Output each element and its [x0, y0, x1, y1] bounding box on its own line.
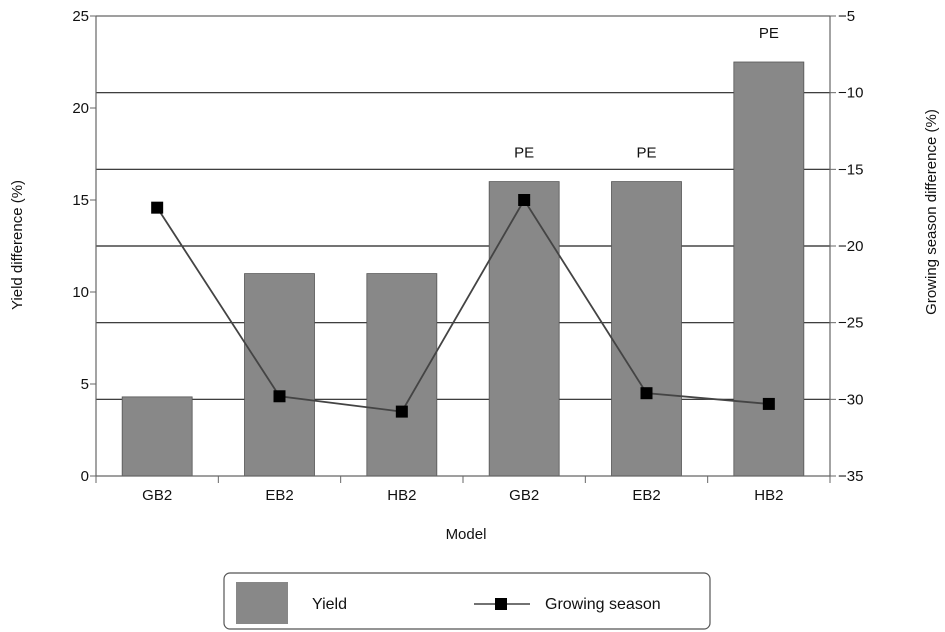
- x-tick-label: EB2: [632, 487, 660, 504]
- x-tick-label: HB2: [754, 487, 783, 504]
- yield-bar: [244, 273, 315, 477]
- bar-annotation: PE: [636, 145, 656, 162]
- y2-tick-label: −30: [838, 391, 863, 408]
- y2-axis-title: Growing season difference (%): [923, 109, 940, 315]
- yield-bar: [121, 396, 193, 477]
- y-tick-label: 20: [72, 100, 89, 117]
- legend-yield-swatch: [236, 582, 288, 624]
- y2-tick-label: −15: [838, 161, 863, 178]
- bars: [121, 61, 805, 477]
- legend-yield-label: Yield: [312, 596, 347, 613]
- y2-tick-label: −35: [838, 468, 863, 485]
- y2-tick-label: −10: [838, 85, 863, 102]
- yield-bar: [733, 61, 805, 477]
- y-tick-label: 25: [72, 8, 89, 25]
- growing-season-point: [273, 390, 286, 403]
- bar-annotation: PE: [759, 25, 779, 42]
- y2-tick-label: −20: [838, 238, 863, 255]
- growing-season-point: [762, 397, 775, 410]
- x-tick-label: EB2: [265, 487, 293, 504]
- y-tick-label: 0: [81, 468, 89, 485]
- bar-annotation: PE: [514, 145, 534, 162]
- growing-season-point: [640, 387, 653, 400]
- legend: Yield Growing season: [223, 572, 711, 630]
- legend-frame: [223, 572, 711, 630]
- growing-season-point: [518, 194, 531, 206]
- tick-labels: GB2 EB2 HB2 GB2 EB2 HB2 0 5 10 15 20 25 −35 −30 −25 −20…: [72, 8, 863, 504]
- y-tick-label: 10: [72, 284, 89, 301]
- tick-marks: [90, 15, 836, 483]
- growing-season-point: [395, 405, 408, 418]
- bar-annotations: PE PE PE: [514, 25, 779, 162]
- y2-tick-label: −5: [838, 8, 855, 25]
- y-axis-title: Yield difference (%): [9, 180, 26, 310]
- x-tick-label: GB2: [509, 487, 539, 504]
- y2-tick-label: −25: [838, 315, 863, 332]
- legend-growing-season-marker: [495, 598, 507, 610]
- x-tick-label: HB2: [387, 487, 416, 504]
- yield-bar: [488, 181, 560, 477]
- x-tick-label: GB2: [142, 487, 172, 504]
- growing-season-point: [151, 201, 164, 214]
- y-tick-label: 5: [81, 376, 89, 393]
- growing-season-line: [156, 198, 769, 413]
- yield-bar: [366, 273, 438, 477]
- growing-season-series: [151, 194, 775, 418]
- yield-bar: [611, 181, 682, 477]
- y-tick-label: 15: [72, 192, 89, 209]
- x-axis-title: Model: [446, 526, 487, 543]
- legend-growing-season-label: Growing season: [545, 596, 661, 613]
- gridlines: [96, 92, 830, 400]
